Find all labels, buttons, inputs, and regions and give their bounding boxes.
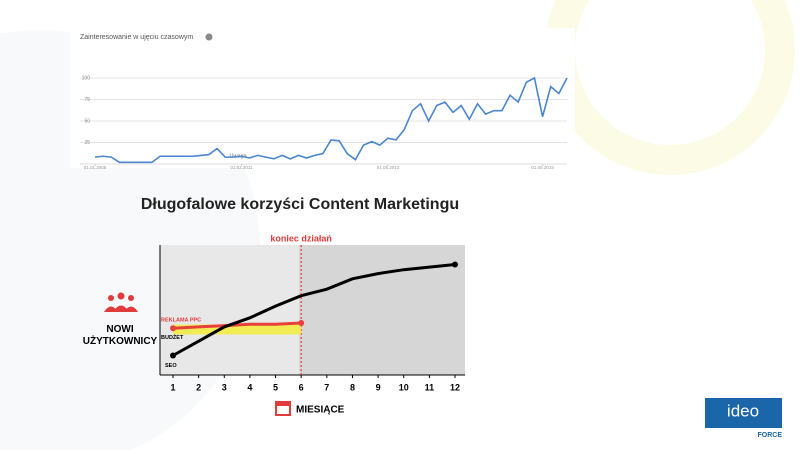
x-tick-label: 3 bbox=[222, 382, 227, 392]
end-dot bbox=[452, 261, 458, 268]
x-tick-label: 1 bbox=[170, 382, 175, 392]
end-dot bbox=[170, 352, 176, 359]
x-axis-label: MIESIĄCE bbox=[296, 405, 345, 416]
calendar-icon bbox=[275, 401, 291, 416]
series-label: BUDŻET bbox=[161, 334, 184, 341]
trend-line bbox=[94, 76, 568, 164]
series-line bbox=[172, 263, 456, 357]
logo-box bbox=[705, 398, 782, 428]
y-tick-label: 50 bbox=[84, 118, 90, 124]
logo-text: ideo bbox=[727, 401, 759, 420]
x-tick-label: 8 bbox=[350, 382, 355, 392]
end-dot bbox=[298, 320, 305, 326]
x-tick-label: 01.05.2015 bbox=[531, 165, 554, 170]
series-label: REKLAMA PPC bbox=[161, 318, 201, 324]
x-tick-label: 10 bbox=[399, 382, 409, 392]
x-tick-label: 6 bbox=[299, 382, 304, 392]
x-tick-label: 01.01.2008 bbox=[84, 165, 107, 170]
x-tick-label: 5 bbox=[273, 382, 278, 392]
decor bbox=[545, 0, 795, 175]
trend-panel bbox=[70, 28, 575, 168]
logo-sub: FORCE bbox=[758, 432, 783, 439]
y-tick-label: 25 bbox=[84, 140, 90, 146]
x-tick-label: 01.02.2011 bbox=[230, 165, 253, 170]
x-tick-label: 12 bbox=[450, 382, 460, 392]
y-tick-label: 75 bbox=[84, 97, 90, 103]
users-icon bbox=[104, 292, 138, 312]
x-tick-label: 11 bbox=[425, 382, 435, 392]
series-line bbox=[172, 321, 302, 330]
y-tick-label: 100 bbox=[82, 75, 91, 81]
series-label: SEO bbox=[165, 363, 177, 369]
benefits-title: Długofalowe korzyści Content Marketingu bbox=[141, 196, 459, 213]
x-tick-label: 7 bbox=[324, 382, 329, 392]
y-axis-label: NOWI UŻYTKOWNICY bbox=[83, 324, 158, 347]
annotation: koniec działań bbox=[270, 233, 332, 243]
trend-title: Zainteresowanie w ujęciu czasowym bbox=[80, 34, 193, 41]
active-bg bbox=[160, 245, 299, 375]
end-dot bbox=[170, 325, 176, 332]
x-tick-label: 01.05.2013 bbox=[377, 165, 400, 170]
x-tick-label: 9 bbox=[376, 382, 381, 392]
help-icon bbox=[205, 33, 213, 41]
x-tick-label: 4 bbox=[247, 382, 252, 392]
x-tick-label: 2 bbox=[196, 382, 201, 392]
